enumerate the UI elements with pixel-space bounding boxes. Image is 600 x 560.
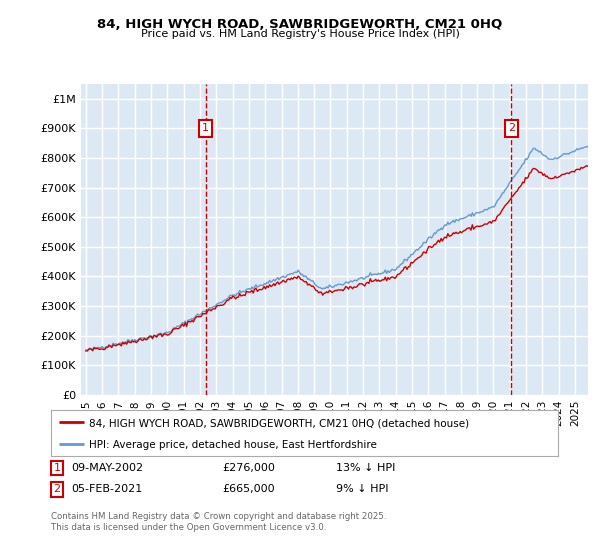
- Text: £276,000: £276,000: [222, 463, 275, 473]
- Text: 13% ↓ HPI: 13% ↓ HPI: [336, 463, 395, 473]
- Text: 84, HIGH WYCH ROAD, SAWBRIDGEWORTH, CM21 0HQ (detached house): 84, HIGH WYCH ROAD, SAWBRIDGEWORTH, CM21…: [89, 418, 469, 428]
- Text: 84, HIGH WYCH ROAD, SAWBRIDGEWORTH, CM21 0HQ: 84, HIGH WYCH ROAD, SAWBRIDGEWORTH, CM21…: [97, 18, 503, 31]
- Text: 05-FEB-2021: 05-FEB-2021: [71, 484, 142, 494]
- Text: Price paid vs. HM Land Registry's House Price Index (HPI): Price paid vs. HM Land Registry's House …: [140, 29, 460, 39]
- Text: 09-MAY-2002: 09-MAY-2002: [71, 463, 143, 473]
- Text: Contains HM Land Registry data © Crown copyright and database right 2025.
This d: Contains HM Land Registry data © Crown c…: [51, 512, 386, 532]
- Text: 2: 2: [53, 484, 61, 494]
- Text: 1: 1: [202, 123, 209, 133]
- Text: 1: 1: [53, 463, 61, 473]
- Text: HPI: Average price, detached house, East Hertfordshire: HPI: Average price, detached house, East…: [89, 440, 377, 450]
- Text: 9% ↓ HPI: 9% ↓ HPI: [336, 484, 389, 494]
- Text: £665,000: £665,000: [222, 484, 275, 494]
- Text: 2: 2: [508, 123, 515, 133]
